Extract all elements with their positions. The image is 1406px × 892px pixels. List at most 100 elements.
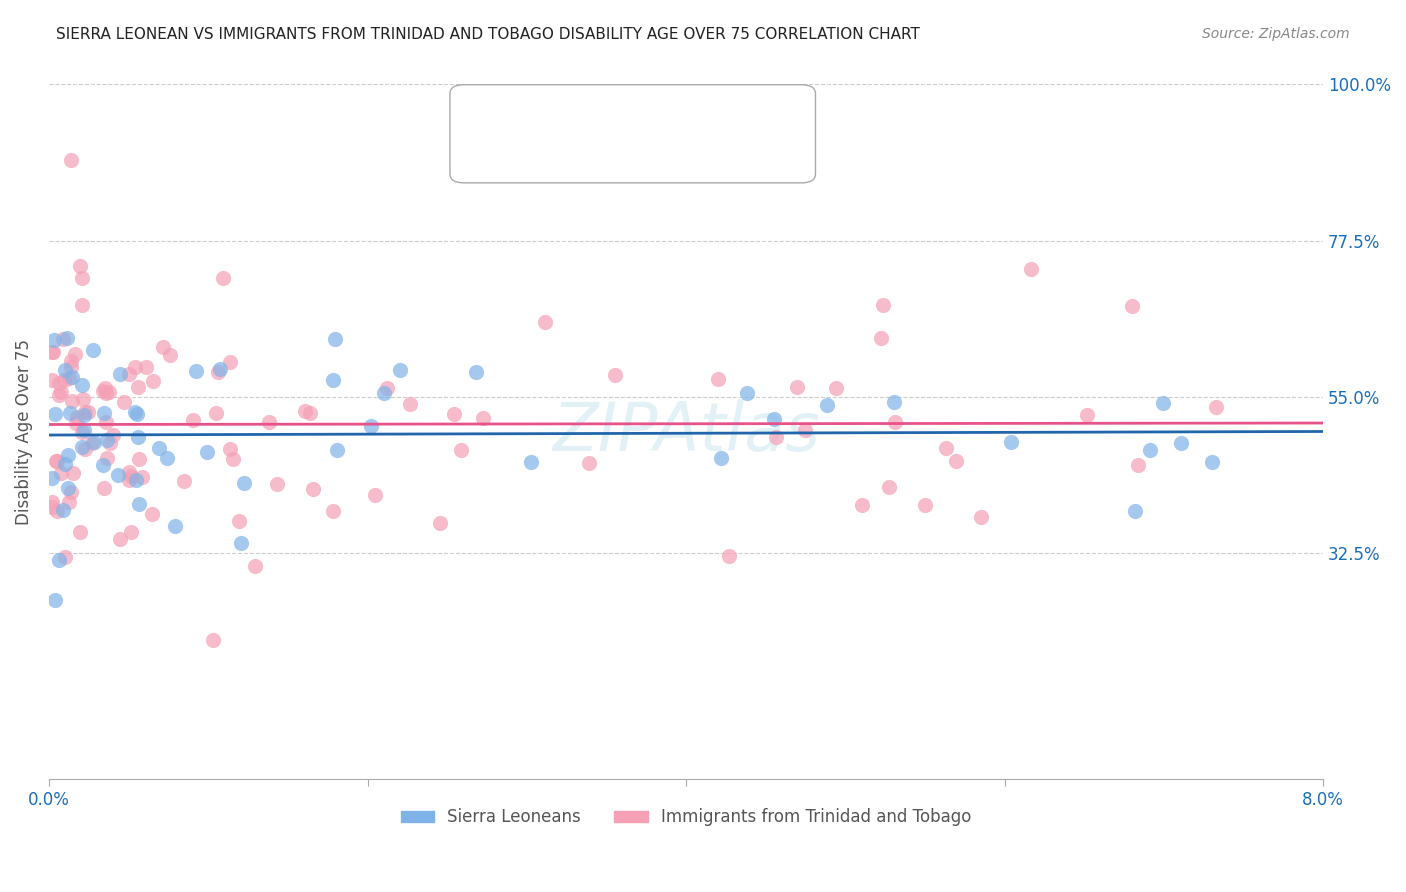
Point: [302, 482, 325, 496]
Point: [94, 416, 117, 430]
Point: [851, 498, 873, 512]
Point: [520, 455, 543, 469]
Point: [49, 466, 72, 480]
Point: [48, 376, 70, 391]
Point: [58, 495, 80, 509]
Point: [205, 406, 228, 420]
Text: 0.051: 0.051: [544, 138, 588, 153]
Point: [763, 411, 786, 425]
Point: [77, 405, 100, 419]
Point: [1201, 455, 1223, 469]
Point: [52, 503, 75, 517]
Point: [156, 451, 179, 466]
Point: [72, 392, 94, 406]
Point: [118, 465, 141, 479]
Point: [1139, 443, 1161, 458]
Point: [59, 354, 82, 368]
Point: [128, 497, 150, 511]
Point: [322, 373, 344, 387]
Point: [52, 333, 75, 347]
Point: [45, 454, 67, 468]
Point: [710, 450, 733, 465]
Point: [41, 373, 63, 387]
Point: [945, 454, 967, 468]
Point: [124, 360, 146, 375]
Point: [70, 271, 93, 285]
Point: [465, 365, 488, 379]
Point: [883, 395, 905, 409]
Y-axis label: Disability Age Over 75: Disability Age Over 75: [15, 339, 32, 524]
Point: [60, 153, 83, 167]
Point: [48, 553, 70, 567]
Point: [62, 467, 84, 481]
Point: [124, 405, 146, 419]
Point: [70, 377, 93, 392]
Point: [970, 510, 993, 524]
Point: [91, 458, 114, 472]
Point: [1019, 261, 1042, 276]
Point: [58, 448, 80, 462]
Point: [44, 592, 66, 607]
Point: [231, 536, 253, 550]
Point: [80, 435, 103, 450]
Point: [58, 370, 80, 384]
Point: [877, 479, 900, 493]
Point: [243, 558, 266, 573]
Point: [578, 456, 600, 470]
Point: [108, 532, 131, 546]
Point: [66, 409, 89, 424]
Point: [55, 550, 77, 565]
Point: [117, 367, 139, 381]
Point: [70, 440, 93, 454]
Point: [208, 361, 231, 376]
Point: [443, 407, 465, 421]
Point: [83, 435, 105, 450]
Point: [1170, 436, 1192, 450]
Point: [325, 443, 347, 458]
Point: [786, 380, 808, 394]
Point: [266, 476, 288, 491]
Point: [717, 549, 740, 563]
Point: [605, 368, 627, 383]
Point: [93, 481, 115, 495]
Point: [322, 504, 344, 518]
Text: N =: N =: [598, 138, 631, 153]
Point: [1000, 434, 1022, 449]
Point: [794, 423, 817, 437]
Point: [375, 381, 398, 395]
Point: [1205, 400, 1227, 414]
Point: [69, 525, 91, 540]
Point: [42, 345, 65, 359]
Point: [107, 468, 129, 483]
Point: [135, 359, 157, 374]
Point: [221, 451, 243, 466]
Point: [69, 260, 91, 274]
Point: [388, 363, 411, 377]
Point: [59, 485, 82, 500]
Point: [735, 386, 758, 401]
Point: [42, 333, 65, 347]
Point: [108, 367, 131, 381]
Point: [98, 436, 121, 450]
Point: [41, 500, 63, 514]
Point: [56, 481, 79, 495]
Legend: Sierra Leoneans, Immigrants from Trinidad and Tobago: Sierra Leoneans, Immigrants from Trinida…: [394, 802, 979, 833]
Point: [70, 297, 93, 311]
Point: [93, 381, 115, 395]
Point: [98, 384, 121, 399]
Text: ●: ●: [485, 136, 502, 155]
Text: ZIPAtlas: ZIPAtlas: [553, 399, 820, 465]
Point: [914, 498, 936, 512]
Point: [41, 495, 63, 509]
Point: [91, 384, 114, 399]
Point: [63, 347, 86, 361]
Point: [125, 473, 148, 487]
Point: [128, 452, 150, 467]
Point: [872, 298, 894, 312]
Text: R =: R =: [509, 138, 543, 153]
Point: [207, 365, 229, 379]
Text: N =: N =: [598, 103, 631, 117]
Point: [323, 332, 346, 346]
Point: [82, 343, 104, 358]
Point: [159, 347, 181, 361]
